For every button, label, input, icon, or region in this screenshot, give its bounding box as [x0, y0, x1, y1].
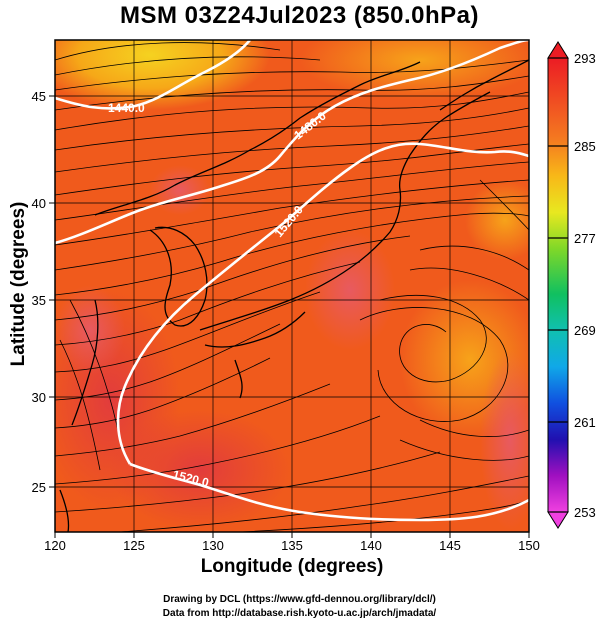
- colorbar-label: 269: [574, 323, 596, 338]
- grid-lines: [55, 40, 529, 532]
- axis-ticks: [49, 95, 530, 538]
- y-tick-label: 40: [32, 196, 46, 211]
- y-tick-label: 45: [32, 89, 46, 104]
- x-tick-label: 120: [44, 538, 66, 553]
- colorbar-label: 277: [574, 231, 596, 246]
- colorbar-label: 261: [574, 415, 596, 430]
- colorbar-gradient: [547, 57, 569, 513]
- colorbar-label: 285: [574, 139, 596, 154]
- colorbar-bottom-arrow: [547, 511, 569, 529]
- credit-drawing: Drawing by DCL (https://www.gfd-dennou.o…: [163, 594, 436, 605]
- contour-1480-line: [55, 40, 529, 245]
- colorbar-top-arrow: [547, 41, 569, 59]
- contour-label-1440: 1440.0: [108, 101, 145, 115]
- coastlines: [59, 59, 529, 532]
- colorbar-label: 293: [574, 51, 596, 66]
- x-tick-label: 125: [123, 538, 145, 553]
- x-tick-label: 150: [518, 538, 540, 553]
- x-tick-label: 140: [360, 538, 382, 553]
- contour-1520-line: [116, 142, 529, 465]
- colorbar-label: 253: [574, 505, 596, 520]
- y-tick-label: 25: [32, 480, 46, 495]
- y-tick-label: 35: [32, 293, 46, 308]
- contour-1440-line: [55, 40, 251, 110]
- y-tick-label: 30: [32, 390, 46, 405]
- colorbar: 293 285 277 269 261 253: [547, 41, 596, 529]
- map-title: MSM 03Z24Jul2023 (850.0hPa): [119, 2, 479, 29]
- x-tick-label: 130: [202, 538, 224, 553]
- x-tick-label: 145: [439, 538, 461, 553]
- temperature-field: [55, 40, 529, 532]
- contour-1520-south-line: [129, 462, 529, 522]
- x-tick-label: 135: [281, 538, 303, 553]
- y-axis-title: Latitude (degrees): [8, 201, 29, 367]
- x-axis-title: Longitude (degrees): [200, 556, 384, 577]
- height-contours: [55, 40, 529, 522]
- credit-data: Data from http://database.rish.kyoto-u.a…: [162, 608, 437, 619]
